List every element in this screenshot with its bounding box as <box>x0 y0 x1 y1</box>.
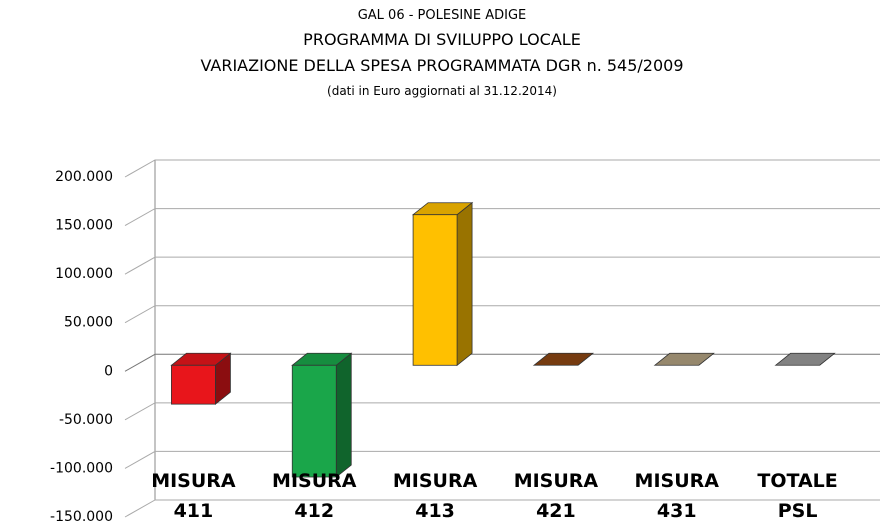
bar-side <box>335 352 352 478</box>
chart-subtitle: PROGRAMMA DI SVILUPPO LOCALE <box>303 30 581 49</box>
x-tick-label: MISURA 413 <box>392 470 478 522</box>
bar <box>412 214 458 366</box>
y-tick-label: 200.000 <box>55 169 113 185</box>
grid-line <box>124 305 880 324</box>
bar-top <box>653 352 715 366</box>
chart-title: GAL 06 - POLESINE ADIGE <box>357 8 527 23</box>
x-tick-label: MISURA 421 <box>513 470 599 522</box>
x-tick-label: MISURA 412 <box>272 470 357 522</box>
bar-top <box>532 352 595 366</box>
y-tick-label: -150.000 <box>50 509 113 525</box>
y-tick-label: -50.000 <box>59 412 113 428</box>
bar <box>291 364 337 478</box>
y-tick-label: 100.000 <box>55 266 113 282</box>
x-tick-label: MISURA 431 <box>634 470 719 522</box>
chart-subtitle: VARIAZIONE DELLA SPESA PROGRAMMATA DGR n… <box>200 56 684 75</box>
grid-line <box>124 450 880 469</box>
grid-line <box>124 402 880 421</box>
grid-line <box>124 353 880 372</box>
x-tick-label: MISURA 411 <box>151 470 236 522</box>
y-tick-label: 150.000 <box>55 218 113 234</box>
y-tick-label: 50.000 <box>64 315 113 331</box>
grid-line <box>124 159 880 178</box>
y-tick-label: 0 <box>104 363 113 379</box>
grid-line <box>124 499 880 518</box>
grid-line <box>124 256 880 275</box>
bar-top <box>774 352 836 366</box>
chart-note: (dati in Euro aggiornati al 31.12.2014) <box>327 84 557 98</box>
grid-line <box>124 208 880 227</box>
y-tick-label: -100.000 <box>50 460 113 476</box>
x-tick-label: TOTALE PSL <box>757 470 838 522</box>
bar-side <box>456 201 473 367</box>
bar <box>171 364 216 405</box>
